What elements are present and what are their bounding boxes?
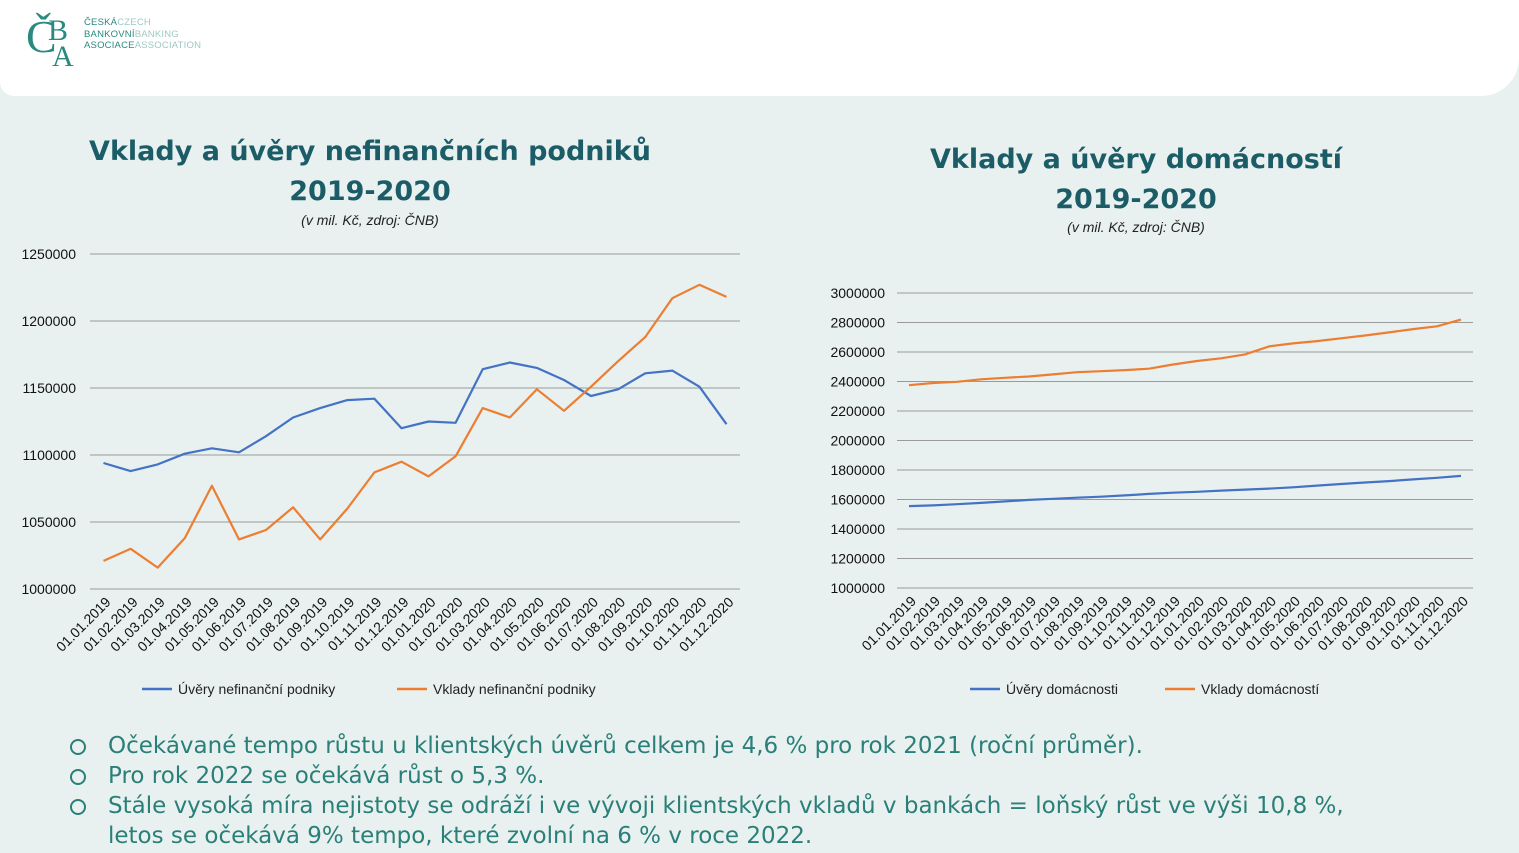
y-tick-label: 2000000: [830, 433, 885, 449]
bullet-item: Stále vysoká míra nejistoty se odráží i …: [68, 791, 1508, 821]
logo-text: ČESKÁCZECH BANKOVNÍBANKING ASOCIACEASSOC…: [84, 17, 201, 52]
chart2-title-line2: 2019-2020: [1055, 184, 1217, 215]
y-tick-label: 1250000: [21, 246, 76, 262]
chart-nefinancni-podniky: 1000000 1050000 1100000 1150000 1200000 12500…: [21, 246, 740, 697]
y-tick-label: 1600000: [830, 492, 885, 508]
legend-label: Úvěry nefinanční podniky: [178, 681, 335, 697]
bullet-circle-icon: [70, 769, 86, 785]
chart1-title-line2: 2019-2020: [289, 176, 451, 207]
y-tick-label: 1800000: [830, 462, 885, 478]
bullet-item-continuation: letos se očekává 9% tempo, které zvolní …: [108, 823, 813, 849]
bullet-circle-icon: [70, 739, 86, 755]
logo-mark-b: B: [48, 14, 68, 47]
y-tick-label: 3000000: [830, 285, 885, 301]
chart2-subtitle: (v mil. Kč, zdroj: ČNB): [1067, 219, 1205, 235]
y-tick-label: 2800000: [830, 315, 885, 331]
legend-label: Vklady domácností: [1201, 681, 1319, 697]
logo-mark-a: A: [52, 40, 74, 68]
y-tick-label: 1200000: [830, 551, 885, 567]
bullet-circle-icon: [70, 799, 86, 815]
bullet-item: Pro rok 2022 se očekává růst o 5,3 %.: [68, 761, 1508, 791]
chart-domacnosti: 1000000 1200000 1400000 1600000 1800000 20000…: [830, 285, 1473, 697]
y-tick-label: 1200000: [21, 313, 76, 329]
chart1-subtitle: (v mil. Kč, zdroj: ČNB): [301, 212, 439, 228]
y-tick-label: 2600000: [830, 344, 885, 360]
cba-logo: Č B A: [26, 11, 74, 68]
chart1-title: Vklady a úvěry nefinančních podniků 2019…: [30, 132, 710, 212]
bullet-list: Očekávané tempo růstu u klientských úvěr…: [68, 731, 1508, 851]
y-tick-label: 1400000: [830, 521, 885, 537]
chart1-title-line1: Vklady a úvěry nefinančních podniků: [89, 136, 651, 167]
y-tick-label: 1100000: [23, 447, 77, 463]
logo-mark-c: Č: [26, 11, 57, 62]
chart2-title: Vklady a úvěry domácností 2019-2020: [796, 140, 1476, 220]
series-line: [103, 361, 728, 473]
y-tick-label: 2200000: [830, 403, 885, 419]
legend-label: Úvěry domácnosti: [1006, 681, 1118, 697]
logo-line-2: BANKOVNÍBANKING: [84, 28, 179, 40]
y-tick-label: 1000000: [830, 580, 885, 596]
y-tick-label: 1000000: [21, 581, 76, 597]
header-bar: Č B A ČESKÁCZECH BANKOVNÍBANKING ASOCIAC…: [0, 0, 1519, 96]
bullet-item: Očekávané tempo růstu u klientských úvěr…: [68, 731, 1508, 761]
chart2-title-line1: Vklady a úvěry domácností: [930, 144, 1342, 175]
y-tick-label: 2400000: [830, 374, 885, 390]
logo-line-1: ČESKÁCZECH: [84, 17, 151, 28]
y-tick-label: 1050000: [21, 514, 76, 530]
y-tick-label: 1150000: [23, 380, 77, 396]
series-line: [103, 283, 727, 569]
legend-label: Vklady nefinanční podniky: [433, 681, 596, 697]
series-line: [908, 474, 1462, 508]
logo-line-3: ASOCIACEASSOCIATION: [84, 40, 202, 51]
series-line: [908, 318, 1462, 387]
